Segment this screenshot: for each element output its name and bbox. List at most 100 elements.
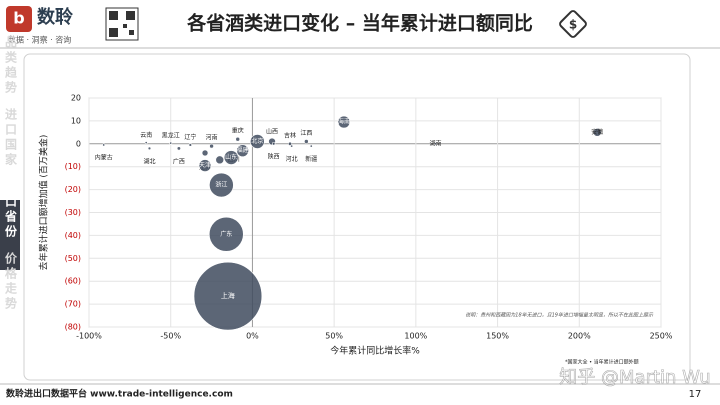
sidebar-tab[interactable]: 品类趋势 xyxy=(4,36,18,96)
bubble xyxy=(592,128,602,137)
point-label: 吉林 xyxy=(284,132,296,140)
bubble xyxy=(198,159,212,172)
slide-title: 各省酒类进口变化 – 当年累计进口额同比 xyxy=(186,12,533,35)
x-tick-label: 50% xyxy=(325,332,343,341)
point-label: 新疆 xyxy=(305,155,317,163)
y-tick-label: (60) xyxy=(65,277,81,286)
point-label: 福建 xyxy=(237,146,249,154)
footer-platform: 数聆进出口数据平台 www.trade-intelligence.com xyxy=(6,388,233,400)
point-label: 陕西 xyxy=(268,153,280,161)
bubble xyxy=(169,141,173,145)
point-label: 安徽 xyxy=(591,128,603,136)
point-label: 山西 xyxy=(266,128,278,136)
bubble xyxy=(309,144,313,148)
bubble xyxy=(176,146,181,151)
y-tick-label: 0 xyxy=(76,139,81,148)
y-tick-label: (40) xyxy=(65,231,81,240)
x-tick-label: 0% xyxy=(246,332,259,341)
footer xyxy=(0,384,720,405)
y-tick-label: (10) xyxy=(65,162,81,171)
x-tick-label: 200% xyxy=(568,332,591,341)
x-tick-label: -100% xyxy=(76,332,102,341)
point-label: 山东 xyxy=(225,153,237,161)
sidebar-tab-bg[interactable] xyxy=(0,56,20,126)
point-label: 广西 xyxy=(173,158,185,166)
qr-block xyxy=(126,11,135,20)
chart-source: *国家大全 • 当年累计进口额外额 xyxy=(565,359,639,366)
y-tick-label: (30) xyxy=(65,208,81,217)
bubble xyxy=(193,261,263,331)
logo: b 数聆 数据 · 洞察 · 咨询 xyxy=(6,6,139,45)
point-label: 天津 xyxy=(199,162,211,169)
qr-block xyxy=(109,11,118,20)
sidebar-tab[interactable]: 进口国家 xyxy=(4,107,18,168)
y-tick-label: 10 xyxy=(71,116,81,125)
logo-mark xyxy=(6,6,32,32)
sidebar-tab-bg[interactable] xyxy=(0,272,20,342)
chart-panel xyxy=(23,53,691,381)
point-label: 云南 xyxy=(140,131,152,139)
bubble xyxy=(223,150,239,165)
point-label: 重庆 xyxy=(232,127,244,135)
x-axis-label: 今年累计同比增长率% xyxy=(330,345,420,357)
point-label: 黑龙江 xyxy=(162,131,180,139)
qr-block xyxy=(123,24,127,28)
plot: 20 10 0 (10) (20) (30) (40) (50) (60) (70) (80)-10… xyxy=(38,94,673,366)
point-label: 广东 xyxy=(220,230,232,238)
title-icon: $ xyxy=(559,10,587,38)
point-label: 河南 xyxy=(206,134,218,142)
chart-note: 说明：贵州和西藏因为18年无进口，且19年进口增幅量太明显，所以不在此图上展示 xyxy=(465,312,654,319)
point-label: 浙江 xyxy=(215,181,227,189)
qr-block xyxy=(129,30,134,35)
bubble xyxy=(201,149,209,157)
y-tick-label: (70) xyxy=(65,300,81,309)
bubble xyxy=(250,134,265,149)
sidebar-tab-bg[interactable] xyxy=(0,128,20,198)
icon-glyph: $ xyxy=(569,18,577,32)
icon-frame xyxy=(559,10,587,38)
y-tick-label: 20 xyxy=(71,94,81,103)
bubble xyxy=(215,155,225,165)
point-label: 内蒙古 xyxy=(95,154,113,162)
sidebar-tab-bg[interactable] xyxy=(0,200,20,270)
bubble xyxy=(304,139,309,144)
bubble xyxy=(271,142,276,146)
point-label: 湖南 xyxy=(429,139,441,147)
point-label: 湖北 xyxy=(143,157,155,165)
y-tick-label: (20) xyxy=(65,185,81,194)
y-tick-label: (80) xyxy=(65,323,81,332)
bubble xyxy=(102,143,106,147)
tagline: 数据 · 洞察 · 咨询 xyxy=(8,35,71,45)
y-axis-label: 去年累计进口额增加值 (百万美金) xyxy=(38,135,50,271)
bubble xyxy=(188,143,193,147)
y-tick-label: (50) xyxy=(65,254,81,263)
brand: 数聆 xyxy=(37,6,74,28)
bubble xyxy=(235,136,241,142)
logo-glyph: b xyxy=(13,9,24,28)
bubble xyxy=(236,144,249,157)
bubble xyxy=(290,144,294,148)
point-label: 江西 xyxy=(300,130,312,137)
bubble xyxy=(208,216,244,252)
point-label: 辽宁 xyxy=(184,133,196,141)
bubble xyxy=(209,143,214,149)
point-label: 河北 xyxy=(286,155,298,163)
x-tick-label: 150% xyxy=(486,332,509,341)
watermark: 知乎 @Martin Wu xyxy=(559,367,710,388)
point-label: 上海 xyxy=(221,291,235,300)
point-label: 北京 xyxy=(251,137,263,145)
bubble xyxy=(287,141,293,146)
sidebar-tab[interactable]: 进口省份 xyxy=(4,179,18,240)
page-number: 17 xyxy=(689,389,702,400)
bubble xyxy=(147,146,152,151)
bubble xyxy=(144,141,148,145)
bubble xyxy=(337,115,351,129)
x-tick-label: 100% xyxy=(404,332,427,341)
sidebar-tab[interactable]: 价格走势 xyxy=(4,252,18,312)
bubble xyxy=(209,172,234,198)
x-tick-label: 250% xyxy=(650,332,673,341)
bubble xyxy=(433,142,437,146)
point-label: 海南 xyxy=(338,118,350,126)
